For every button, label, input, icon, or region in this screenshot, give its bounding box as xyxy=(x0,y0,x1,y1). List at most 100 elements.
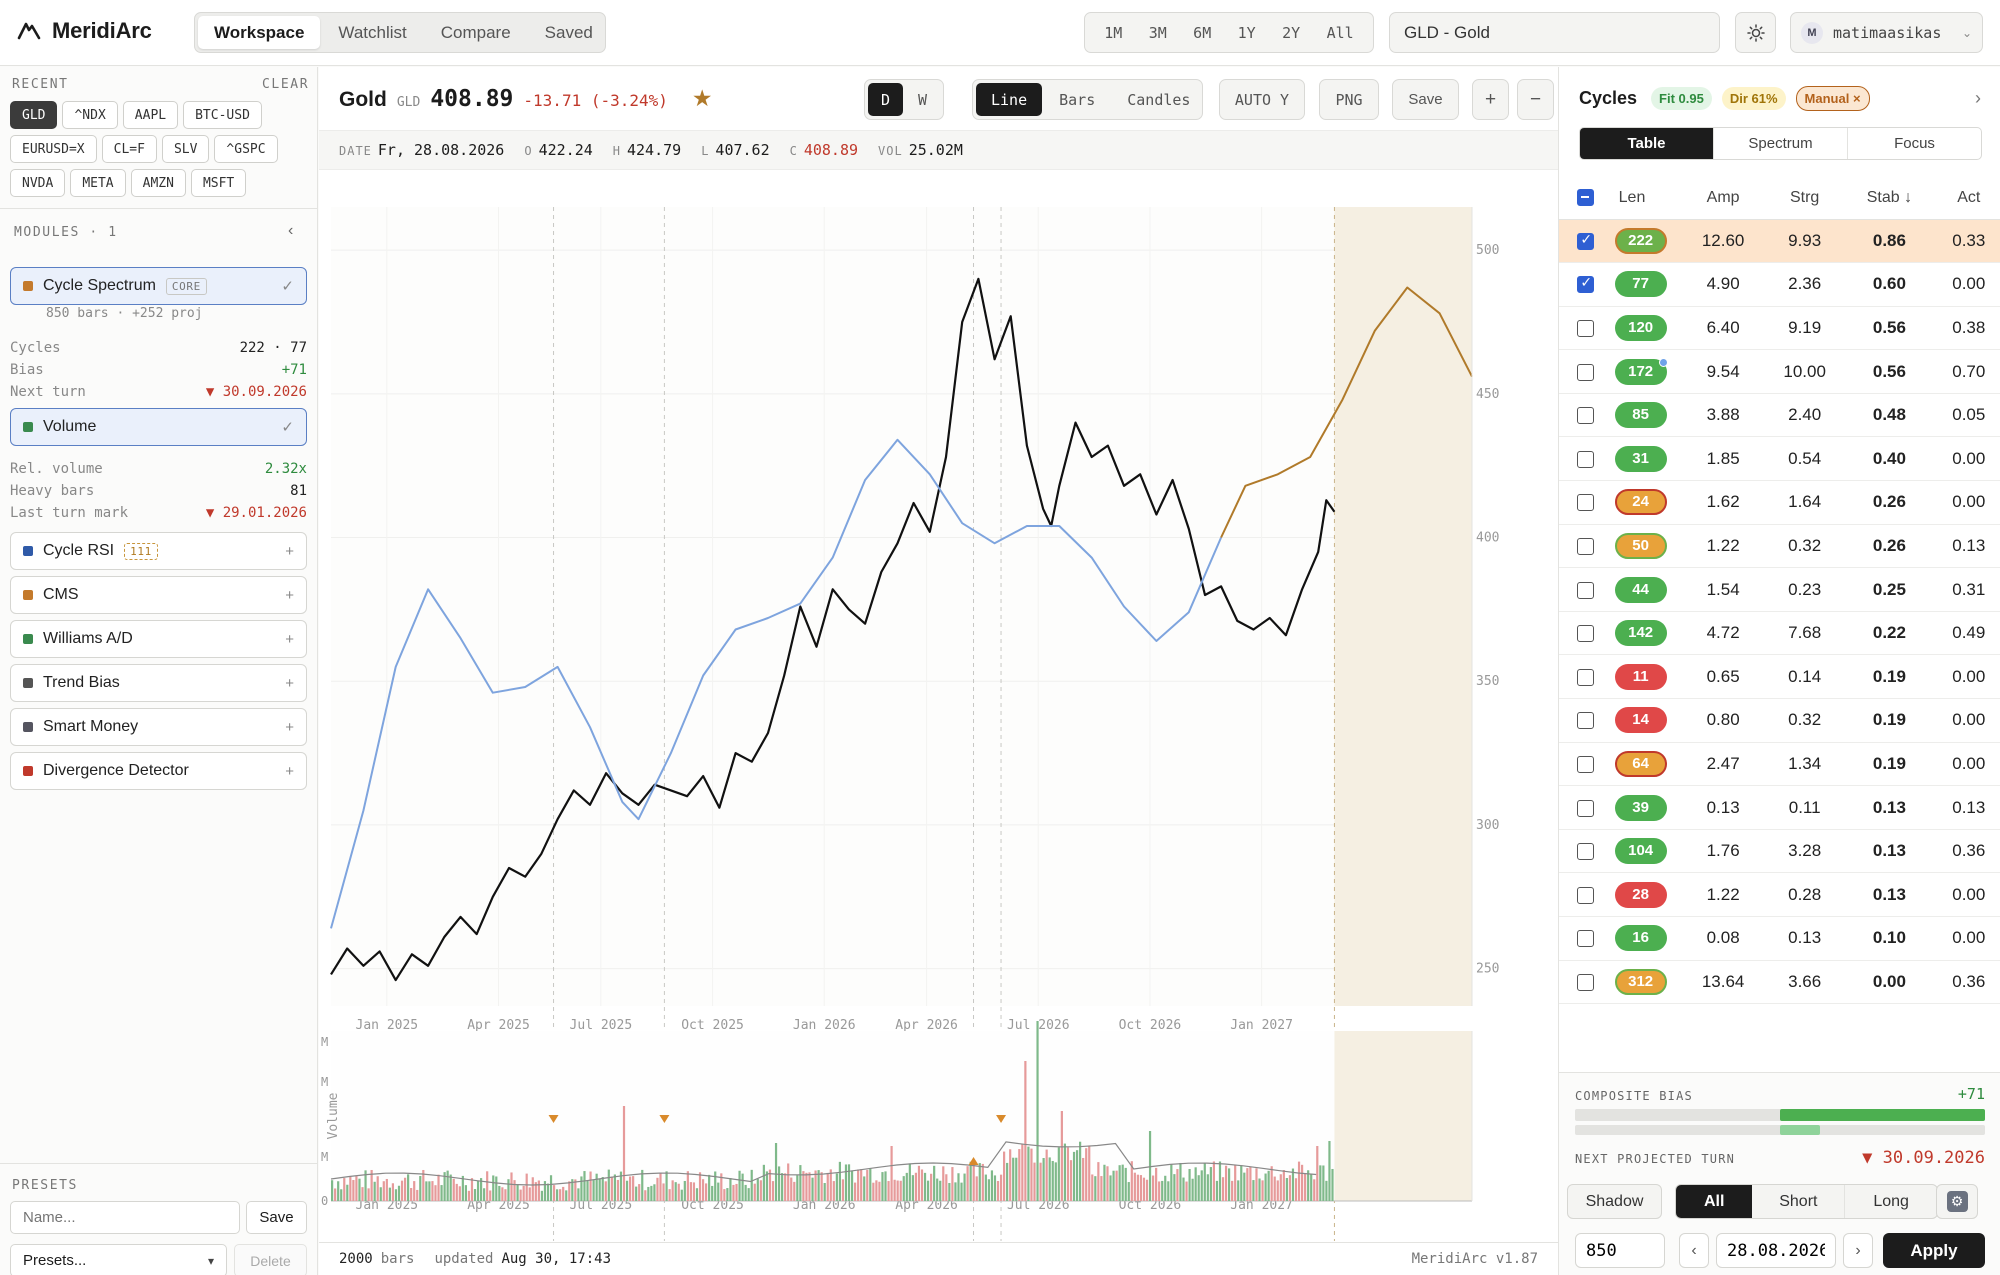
logo[interactable]: MeridiArc xyxy=(16,18,152,44)
module-trend-bias[interactable]: Trend Bias + xyxy=(10,664,307,702)
apply-button[interactable]: Apply xyxy=(1883,1233,1985,1268)
mode-short[interactable]: Short xyxy=(1752,1185,1846,1218)
tab-table[interactable]: Table xyxy=(1580,128,1714,159)
row-checkbox[interactable] xyxy=(1559,611,1613,656)
range-1y[interactable]: 1Y xyxy=(1237,23,1256,42)
row-checkbox[interactable] xyxy=(1559,480,1613,525)
table-row[interactable]: 31 1.85 0.54 0.40 0.00 xyxy=(1559,436,2000,482)
row-checkbox[interactable] xyxy=(1559,436,1613,482)
manual-badge[interactable]: Manual × xyxy=(1795,85,1870,111)
interval-weekly[interactable]: W xyxy=(918,90,928,109)
bars-input[interactable] xyxy=(1575,1233,1665,1268)
zoom-out-button[interactable]: − xyxy=(1517,79,1554,120)
col-len[interactable]: Len xyxy=(1612,177,1680,220)
row-checkbox[interactable] xyxy=(1559,524,1613,569)
module-cycle-spectrum[interactable]: Cycle Spectrum CORE ✓ xyxy=(10,267,307,305)
row-checkbox[interactable] xyxy=(1559,829,1613,874)
mode-long[interactable]: Long xyxy=(1873,1192,1909,1210)
module-volume[interactable]: Volume ✓ xyxy=(10,408,307,446)
row-checkbox[interactable] xyxy=(1559,349,1613,394)
recent-symbol-chip[interactable]: NVDA xyxy=(10,169,66,197)
tab-saved[interactable]: Saved xyxy=(544,22,593,42)
table-row[interactable]: 142 4.72 7.68 0.22 0.49 xyxy=(1559,611,2000,656)
chevron-right-icon[interactable]: › xyxy=(1975,87,1981,108)
user-menu-button[interactable]: M matimaasikas ⌄ xyxy=(1790,12,1983,53)
collapse-modules-icon[interactable]: ‹ xyxy=(288,222,294,239)
col-stab[interactable]: Stab ↓ xyxy=(1842,177,1937,220)
clear-recent-button[interactable]: CLEAR xyxy=(262,77,310,92)
row-checkbox[interactable] xyxy=(1559,916,1613,961)
table-row[interactable]: 39 0.13 0.11 0.13 0.13 xyxy=(1559,785,2000,830)
tab-focus[interactable]: Focus xyxy=(1894,135,1935,152)
recent-symbol-chip[interactable]: META xyxy=(70,169,126,197)
col-amp[interactable]: Amp xyxy=(1679,177,1768,220)
date-prev-button[interactable]: ‹ xyxy=(1679,1233,1709,1268)
star-icon[interactable]: ★ xyxy=(691,85,713,111)
row-checkbox[interactable] xyxy=(1559,567,1613,612)
table-row[interactable]: 11 0.65 0.14 0.19 0.00 xyxy=(1559,654,2000,700)
row-checkbox[interactable] xyxy=(1559,219,1613,264)
row-checkbox[interactable] xyxy=(1559,262,1613,307)
tab-compare[interactable]: Compare xyxy=(440,22,511,42)
module-cms[interactable]: CMS + xyxy=(10,576,307,614)
save-preset-button[interactable]: Save xyxy=(246,1201,307,1234)
col-strg[interactable]: Strg xyxy=(1767,177,1843,220)
table-row[interactable]: 24 1.62 1.64 0.26 0.00 xyxy=(1559,480,2000,525)
module-cycle-rsi[interactable]: Cycle RSI 111 + xyxy=(10,532,307,570)
recent-symbol-chip[interactable]: ^GSPC xyxy=(214,135,278,163)
style-bars[interactable]: Bars xyxy=(1059,90,1096,109)
recent-symbol-chip[interactable]: AAPL xyxy=(122,101,179,129)
recent-symbol-chip[interactable]: ^NDX xyxy=(62,101,118,129)
recent-symbol-chip[interactable]: MSFT xyxy=(190,169,247,197)
module-williams-ad[interactable]: Williams A/D + xyxy=(10,620,307,658)
recent-symbol-chip[interactable]: GLD xyxy=(10,101,58,129)
row-checkbox[interactable] xyxy=(1559,785,1613,830)
table-row[interactable]: 104 1.76 3.28 0.13 0.36 xyxy=(1559,829,2000,874)
row-checkbox[interactable] xyxy=(1559,393,1613,438)
preset-name-input[interactable] xyxy=(10,1201,240,1234)
style-line[interactable]: Line xyxy=(976,83,1043,116)
range-all[interactable]: All xyxy=(1326,23,1354,42)
date-next-button[interactable]: › xyxy=(1843,1233,1873,1268)
range-1m[interactable]: 1M xyxy=(1104,23,1123,42)
recent-symbol-chip[interactable]: EURUSD=X xyxy=(10,135,97,163)
table-row[interactable]: 50 1.22 0.32 0.26 0.13 xyxy=(1559,524,2000,569)
recent-symbol-chip[interactable]: BTC-USD xyxy=(183,101,262,129)
mode-all[interactable]: All xyxy=(1676,1185,1753,1218)
table-row[interactable]: 64 2.47 1.34 0.19 0.00 xyxy=(1559,742,2000,787)
table-row[interactable]: 312 13.64 3.66 0.00 0.36 xyxy=(1559,960,2000,1005)
row-checkbox[interactable] xyxy=(1559,698,1613,743)
mode-shadow[interactable]: Shadow xyxy=(1567,1184,1662,1219)
png-export-button[interactable]: PNG xyxy=(1319,79,1379,120)
range-3m[interactable]: 3M xyxy=(1148,23,1167,42)
date-input[interactable] xyxy=(1716,1233,1836,1268)
row-checkbox[interactable] xyxy=(1559,654,1613,700)
theme-toggle-button[interactable] xyxy=(1735,12,1776,53)
row-checkbox[interactable] xyxy=(1559,960,1613,1005)
table-row[interactable]: 85 3.88 2.40 0.48 0.05 xyxy=(1559,393,2000,438)
table-row[interactable]: 28 1.22 0.28 0.13 0.00 xyxy=(1559,872,2000,917)
col-act[interactable]: Act xyxy=(1936,177,2000,220)
range-2y[interactable]: 2Y xyxy=(1282,23,1301,42)
row-checkbox[interactable] xyxy=(1559,306,1613,351)
price-chart[interactable]: 250 300 350 400 450 500 Jan 2025 Jan 2025 Apr 20… xyxy=(319,171,1558,1241)
delete-preset-button[interactable]: Delete xyxy=(234,1244,307,1275)
module-smart-money[interactable]: Smart Money + xyxy=(10,708,307,746)
select-all-checkbox[interactable] xyxy=(1559,177,1613,220)
table-row[interactable]: 44 1.54 0.23 0.25 0.31 xyxy=(1559,567,2000,612)
module-divergence-detector[interactable]: Divergence Detector + xyxy=(10,752,307,790)
table-row[interactable]: 14 0.80 0.32 0.19 0.00 xyxy=(1559,698,2000,743)
tab-spectrum[interactable]: Spectrum xyxy=(1714,128,1848,159)
row-checkbox[interactable] xyxy=(1559,872,1613,917)
table-row[interactable]: 172 9.54 10.00 0.56 0.70 xyxy=(1559,349,2000,394)
zoom-in-button[interactable]: + xyxy=(1472,79,1509,120)
recent-symbol-chip[interactable]: AMZN xyxy=(130,169,186,197)
table-row[interactable]: 120 6.40 9.19 0.56 0.38 xyxy=(1559,306,2000,351)
presets-select[interactable]: Presets... ▾ xyxy=(10,1244,227,1275)
save-chart-button[interactable]: Save xyxy=(1392,79,1459,120)
interval-daily[interactable]: D xyxy=(868,83,904,116)
tab-workspace[interactable]: Workspace xyxy=(198,16,321,49)
auto-y-button[interactable]: AUTO Y xyxy=(1219,79,1305,120)
style-candles[interactable]: Candles xyxy=(1127,90,1191,109)
settings-button[interactable]: ⚙ xyxy=(1936,1184,1978,1219)
